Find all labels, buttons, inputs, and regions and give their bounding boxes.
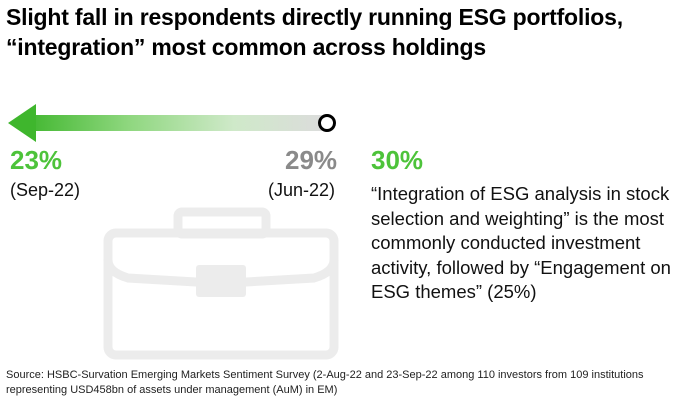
right-stat-value: 30% [371,145,424,175]
left-stat-value: 23% [10,145,63,175]
briefcase-icon [103,207,339,360]
left-arrow-icon [8,104,336,142]
middle-stat-value: 29% [285,145,338,175]
middle-stat-date: (Jun-22) [268,180,336,200]
source-note: Source: HSBC-Survation Emerging Markets … [6,369,644,396]
left-stat-date: (Sep-22) [10,180,81,200]
page-title: Slight fall in respondents directly runn… [6,4,623,60]
right-stat-description: “Integration of ESG analysis in stock se… [371,183,671,302]
